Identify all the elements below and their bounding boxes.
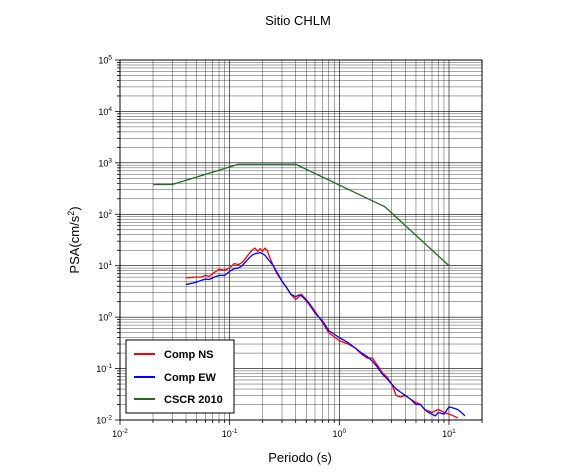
legend-label-cscr-2010: CSCR 2010 [164,394,223,406]
y-tick-label: 101 [98,260,112,271]
y-tick-exponent: -2 [106,415,112,422]
y-tick-exponent: 1 [108,260,112,267]
y-axis-label: PSA(cm/s2) [66,206,82,273]
x-tick-base: 10 [112,429,122,439]
grid [119,59,483,421]
x-tick-exponent: -1 [232,428,238,435]
y-tick-base: 10 [98,313,108,323]
axis-ticks [115,59,483,425]
y-tick-base: 10 [98,158,108,168]
legend-label-comp-ns: Comp NS [164,349,214,361]
plot-frame [119,59,483,421]
x-tick-label: 10-1 [222,428,238,439]
y-tick-label: 10-1 [96,363,112,374]
y-tick-exponent: 2 [108,209,112,216]
y-tick-base: 10 [96,416,106,426]
y-tick-exponent: 0 [108,312,112,319]
y-tick-base: 10 [98,210,108,220]
series-line-cscr-2010 [153,163,450,267]
series-line-comp-ew [185,251,466,417]
y-tick-exponent: 5 [108,55,112,62]
y-axis-label-close: ) [67,206,82,210]
y-tick-exponent: -1 [106,363,112,370]
x-tick-label: 10-2 [112,428,128,439]
y-tick-label: 104 [98,106,112,117]
y-tick-label: 100 [98,312,112,323]
y-axis-label-base: PSA(cm/s [67,215,82,273]
y-tick-exponent: 4 [108,106,112,113]
x-tick-label: 100 [333,428,347,439]
x-tick-base: 10 [222,429,232,439]
series-layer [153,163,466,419]
y-tick-base: 10 [98,261,108,271]
y-tick-base: 10 [96,364,106,374]
x-tick-exponent: 1 [452,428,456,435]
y-tick-base: 10 [98,107,108,117]
legend-label-comp-ew: Comp EW [164,372,217,384]
y-tick-base: 10 [98,56,108,66]
y-tick-label: 102 [98,209,112,220]
y-tick-label: 10-2 [96,415,112,426]
y-axis-label-exp: 2 [66,211,76,216]
y-tick-label: 103 [98,157,112,168]
x-tick-base: 10 [333,429,343,439]
x-tick-exponent: 0 [343,428,347,435]
x-tick-label: 101 [442,428,456,439]
x-axis-label: Periodo (s) [268,450,332,465]
y-tick-label: 105 [98,55,112,66]
x-tick-base: 10 [442,429,452,439]
series-line-comp-ns [185,247,458,419]
x-tick-exponent: -2 [122,428,128,435]
legend: Comp NS Comp EW CSCR 2010 [125,339,235,414]
y-tick-exponent: 3 [108,157,112,164]
chart-title: Sitio CHLM [265,13,331,28]
